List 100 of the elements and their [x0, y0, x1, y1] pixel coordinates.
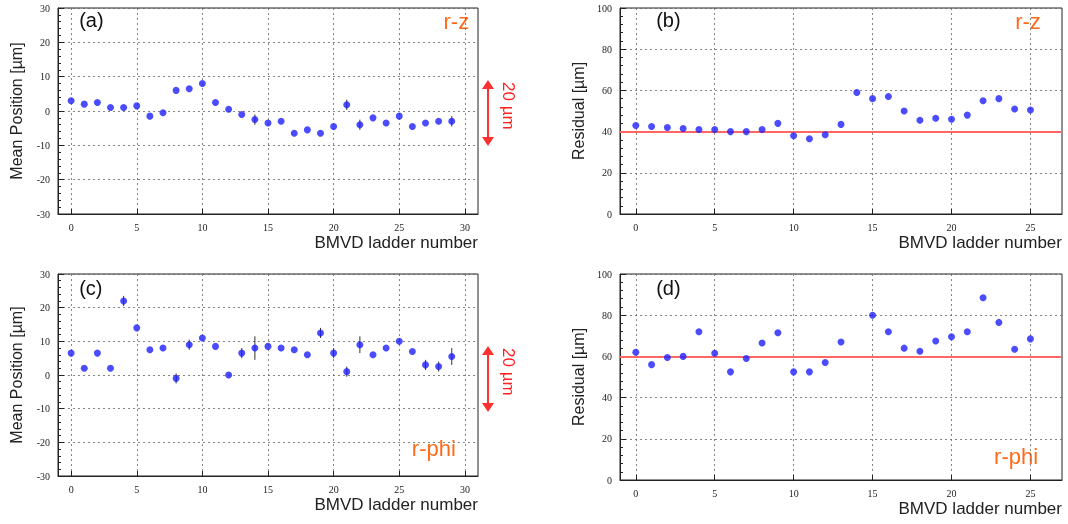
- y-tick-label: 100: [597, 2, 612, 14]
- x-tick-label: 25: [394, 221, 405, 233]
- point: [303, 351, 311, 359]
- y-tick-label: -20: [36, 436, 50, 448]
- point: [900, 344, 908, 352]
- y-tick-label: 60: [602, 350, 612, 362]
- point: [1011, 345, 1019, 353]
- point: [408, 347, 416, 355]
- point: [80, 364, 88, 372]
- point: [212, 98, 219, 106]
- point: [1026, 335, 1034, 343]
- y-tick-label: 20: [602, 433, 612, 445]
- x-tick-label: 5: [134, 483, 140, 495]
- point: [330, 122, 338, 130]
- point: [67, 349, 75, 357]
- point: [198, 80, 206, 88]
- y-tick-label: -10: [36, 403, 50, 415]
- point: [853, 88, 861, 96]
- y-tick-label: 10: [40, 335, 50, 347]
- point: [805, 135, 813, 143]
- point: [93, 98, 101, 106]
- y-tick-label: 40: [602, 126, 612, 138]
- x-tick-label: 30: [459, 221, 470, 233]
- point: [133, 102, 141, 110]
- annotation: r-phi: [994, 443, 1039, 469]
- point: [146, 112, 154, 120]
- point: [995, 95, 1003, 103]
- point: [648, 122, 656, 130]
- point: [159, 109, 167, 117]
- y-tick-label: 0: [607, 208, 612, 220]
- y-axis-title: Mean Position [µm]: [7, 42, 25, 180]
- point: [679, 352, 687, 360]
- point: [774, 329, 782, 337]
- point: [1026, 106, 1034, 114]
- point: [369, 351, 377, 359]
- point: [303, 126, 311, 134]
- point: [277, 117, 285, 125]
- y-tick-label: 10: [40, 71, 50, 83]
- point: [277, 344, 285, 352]
- x-tick-label: 0: [633, 487, 639, 499]
- point: [742, 128, 750, 136]
- point: [821, 131, 829, 139]
- point: [120, 104, 128, 112]
- x-tick-label: 10: [788, 487, 799, 499]
- x-tick-label: 15: [867, 487, 878, 499]
- x-tick-label: 20: [946, 221, 957, 233]
- y-tick-label: -20: [36, 174, 50, 186]
- point: [679, 125, 687, 133]
- y-tick-label: -10: [36, 139, 50, 151]
- point: [212, 342, 219, 350]
- point: [916, 347, 924, 355]
- point: [435, 117, 443, 125]
- point: [1011, 105, 1019, 113]
- text: 20 µm: [498, 82, 518, 130]
- point: [648, 361, 656, 369]
- point: [884, 93, 892, 101]
- annotation: (c): [79, 276, 103, 299]
- point: [711, 126, 719, 134]
- point: [225, 371, 233, 379]
- x-tick-label: 25: [1025, 221, 1036, 233]
- x-axis-title: BMVD ladder number: [898, 233, 1063, 252]
- y-tick-label: 100: [597, 268, 612, 280]
- x-axis-title: BMVD ladder number: [314, 495, 479, 514]
- x-tick-label: 5: [712, 221, 718, 233]
- x-tick-label: 0: [68, 483, 74, 495]
- y-tick-label: -30: [36, 208, 50, 220]
- x-tick-label: 25: [394, 483, 405, 495]
- point: [317, 129, 324, 137]
- point: [198, 334, 206, 342]
- point: [758, 126, 766, 134]
- point: [995, 318, 1003, 326]
- point: [264, 342, 272, 350]
- text: 20 µm: [498, 348, 518, 396]
- y-tick-label: 0: [45, 369, 50, 381]
- point: [408, 122, 416, 130]
- y-tick-label: 30: [40, 2, 50, 14]
- point: [356, 341, 364, 349]
- point: [695, 126, 703, 134]
- point: [146, 346, 154, 354]
- point: [869, 311, 877, 319]
- x-tick-label: 5: [712, 487, 718, 499]
- point: [663, 123, 671, 131]
- point: [290, 346, 298, 354]
- point: [107, 104, 114, 112]
- point: [632, 121, 640, 129]
- point: [80, 100, 88, 108]
- point: [948, 333, 955, 341]
- point: [932, 337, 940, 345]
- y-tick-label: 80: [602, 309, 612, 321]
- point: [448, 352, 456, 360]
- x-axis-title: BMVD ladder number: [898, 499, 1063, 518]
- y-axis-title: Residual [µm]: [569, 327, 587, 427]
- point: [869, 95, 877, 103]
- point: [225, 105, 233, 113]
- point: [395, 337, 403, 345]
- y-tick-label: 20: [602, 167, 612, 179]
- x-tick-label: 0: [68, 221, 74, 233]
- point: [67, 97, 75, 105]
- y-tick-label: 60: [602, 84, 612, 96]
- point: [932, 114, 940, 122]
